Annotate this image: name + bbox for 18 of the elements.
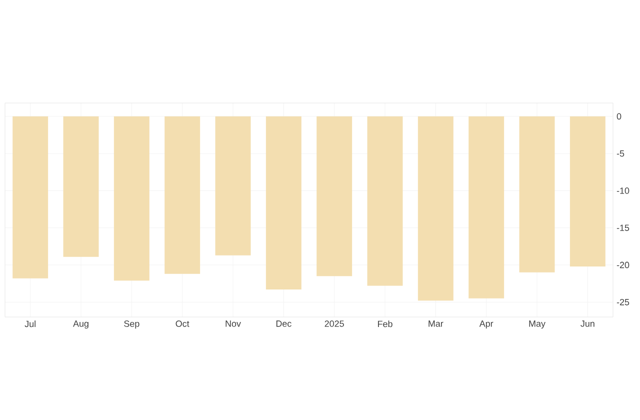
x-tick-label: Aug — [73, 320, 88, 329]
y-tick-label: -15 — [616, 224, 630, 231]
x-tick-label: Nov — [226, 320, 241, 327]
x-tick-label: Feb — [378, 320, 392, 328]
y-tick-label: -5 — [616, 150, 624, 157]
y-tick-label: 0 — [616, 113, 622, 120]
x-tick-label: 2025 — [324, 320, 344, 327]
y-tick-label: -20 — [616, 262, 630, 268]
x-tick-label: Apr — [479, 320, 494, 329]
x-tick-label: Oct — [176, 320, 190, 327]
x-tick-label: May — [529, 320, 546, 329]
y-tick-label: -10 — [616, 188, 630, 194]
x-tick-label: Jun — [580, 320, 594, 327]
y-tick-label: -25 — [616, 298, 630, 306]
x-tick-label: Dec — [276, 320, 292, 327]
x-tick-label: Jul — [24, 320, 36, 328]
x-tick-label: Mar — [428, 320, 444, 327]
x-tick-label: Sep — [124, 320, 140, 329]
